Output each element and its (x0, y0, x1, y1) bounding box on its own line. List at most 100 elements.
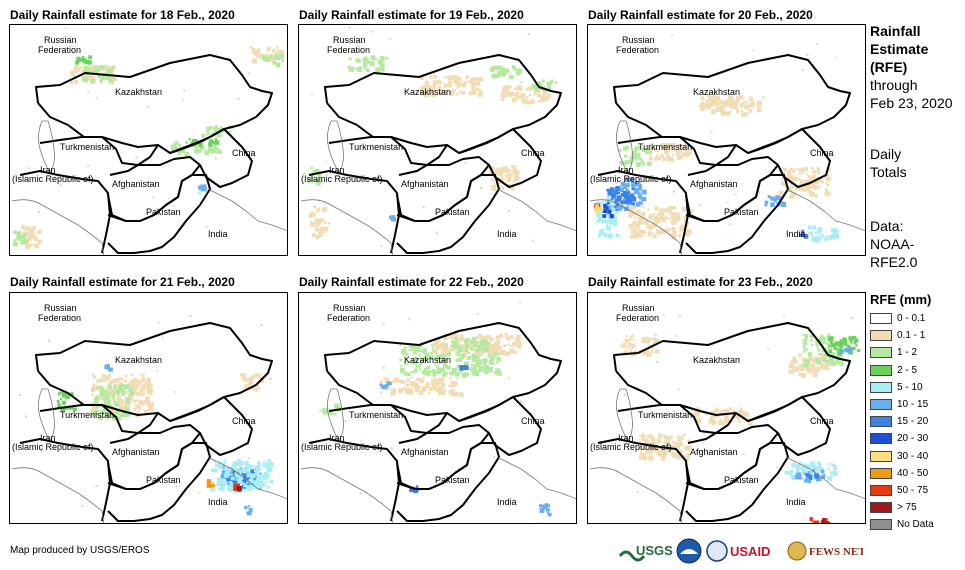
rainfall-cell (826, 173, 829, 176)
rainfall-cell (262, 476, 267, 481)
rainfall-cell (478, 350, 482, 355)
rainfall-cell (248, 456, 251, 459)
rainfall-cell (456, 368, 459, 371)
rainfall-cell (669, 435, 673, 440)
country-label-turkmenistan: Turkmenistan (349, 142, 403, 152)
rainfall-cell (724, 415, 730, 421)
rainfall-cell (822, 518, 826, 521)
rainfall-cell (225, 467, 228, 470)
rainfall-cell (837, 350, 843, 356)
rainfall-cell (106, 384, 111, 390)
rainfall-cell (409, 388, 412, 391)
rainfall-cell (267, 459, 272, 464)
rainfall-cell (390, 215, 396, 220)
rainfall-cell (435, 340, 438, 343)
rainfall-cell (314, 217, 319, 222)
legend-swatch (870, 313, 892, 324)
daily-label: Daily (870, 146, 902, 162)
rainfall-cell (380, 380, 383, 384)
rainfall-cell (95, 96, 98, 99)
rainfall-cell (615, 187, 620, 191)
rainfall-cell (489, 337, 494, 342)
rainfall-cell (303, 172, 306, 175)
rainfall-cell (100, 65, 105, 70)
rainfall-cell (809, 334, 814, 339)
rainfall-cell (781, 167, 785, 170)
rainfall-cell (136, 399, 139, 402)
rainfall-cell (252, 58, 257, 64)
rainfall-cell (617, 191, 620, 194)
rainfall-cell (642, 206, 645, 209)
rainfall-cell (265, 481, 268, 484)
rainfall-cell (91, 405, 97, 411)
legend-swatch (870, 467, 892, 479)
rainfall-cell (23, 233, 27, 237)
rainfall-cell (108, 66, 114, 71)
rainfall-cell (667, 157, 672, 162)
rainfall-cell (675, 334, 678, 337)
rainfall-cell (500, 167, 503, 170)
rainfall-cell (102, 410, 107, 415)
country-label-russia-1: Russian (333, 35, 366, 45)
rainfall-cell (720, 100, 725, 105)
rainfall-cell (70, 392, 74, 396)
rainfall-cell (435, 231, 438, 234)
rainfall-cell (254, 481, 259, 486)
rainfall-cell (634, 188, 640, 193)
rainfall-cell (450, 334, 455, 340)
rainfall-cell (315, 235, 320, 239)
rainfall-cell (405, 353, 409, 356)
rainfall-cell (221, 470, 227, 475)
rainfall-cell (269, 479, 274, 484)
rainfall-cell (781, 177, 785, 180)
rainfall-cell (618, 204, 624, 210)
rainfall-cell (34, 237, 38, 242)
rainfall-cell (671, 34, 674, 37)
rainfall-cell (639, 438, 642, 441)
rainfall-cell (506, 89, 510, 92)
rainfall-cell (88, 70, 91, 73)
rainfall-cell (235, 469, 238, 473)
rainfall-cell (382, 366, 385, 369)
rainfall-cell (111, 65, 116, 69)
rainfall-cell (37, 239, 43, 244)
legend-swatch (870, 485, 892, 496)
rainfall-cell (311, 175, 314, 178)
rainfall-cell (668, 149, 671, 152)
rainfall-cell (364, 56, 368, 60)
rainfall-cell (504, 174, 508, 178)
rainfall-cell (654, 206, 659, 211)
rfe-heading-line1: Rainfall (870, 23, 921, 39)
rainfall-cell (547, 504, 551, 508)
rainfall-cell (481, 335, 487, 341)
rainfall-cell (440, 380, 444, 384)
rainfall-cell (271, 55, 275, 60)
rainfall-cell (635, 224, 640, 229)
rainfall-cell (317, 173, 322, 178)
rainfall-cell (449, 91, 454, 96)
rainfall-cell (232, 473, 236, 477)
rainfall-cell (750, 101, 755, 106)
rainfall-cell (817, 177, 822, 183)
rainfall-cell (435, 378, 441, 384)
rainfall-cell (800, 182, 803, 185)
panel-title-19feb: Daily Rainfall estimate for 19 Feb., 202… (299, 8, 524, 22)
rainfall-cell (103, 407, 108, 412)
country-label-china: China (521, 416, 545, 426)
rainfall-cell (790, 469, 794, 473)
rainfall-cell (596, 220, 599, 224)
rainfall-cell (547, 86, 552, 90)
rainfall-cell (788, 364, 793, 368)
rainfall-cell (664, 145, 670, 151)
rainfall-cell (460, 344, 466, 349)
legend-swatch (870, 433, 892, 445)
rainfall-cell (478, 346, 482, 350)
rainfall-cell (119, 404, 125, 410)
rainfall-cell (96, 385, 100, 390)
rainfall-cell (824, 175, 830, 181)
rainfall-cell (656, 213, 661, 217)
rainfall-cell (479, 89, 482, 92)
rainfall-cell (424, 352, 430, 358)
india-border (207, 188, 287, 232)
rainfall-cell (719, 418, 723, 422)
